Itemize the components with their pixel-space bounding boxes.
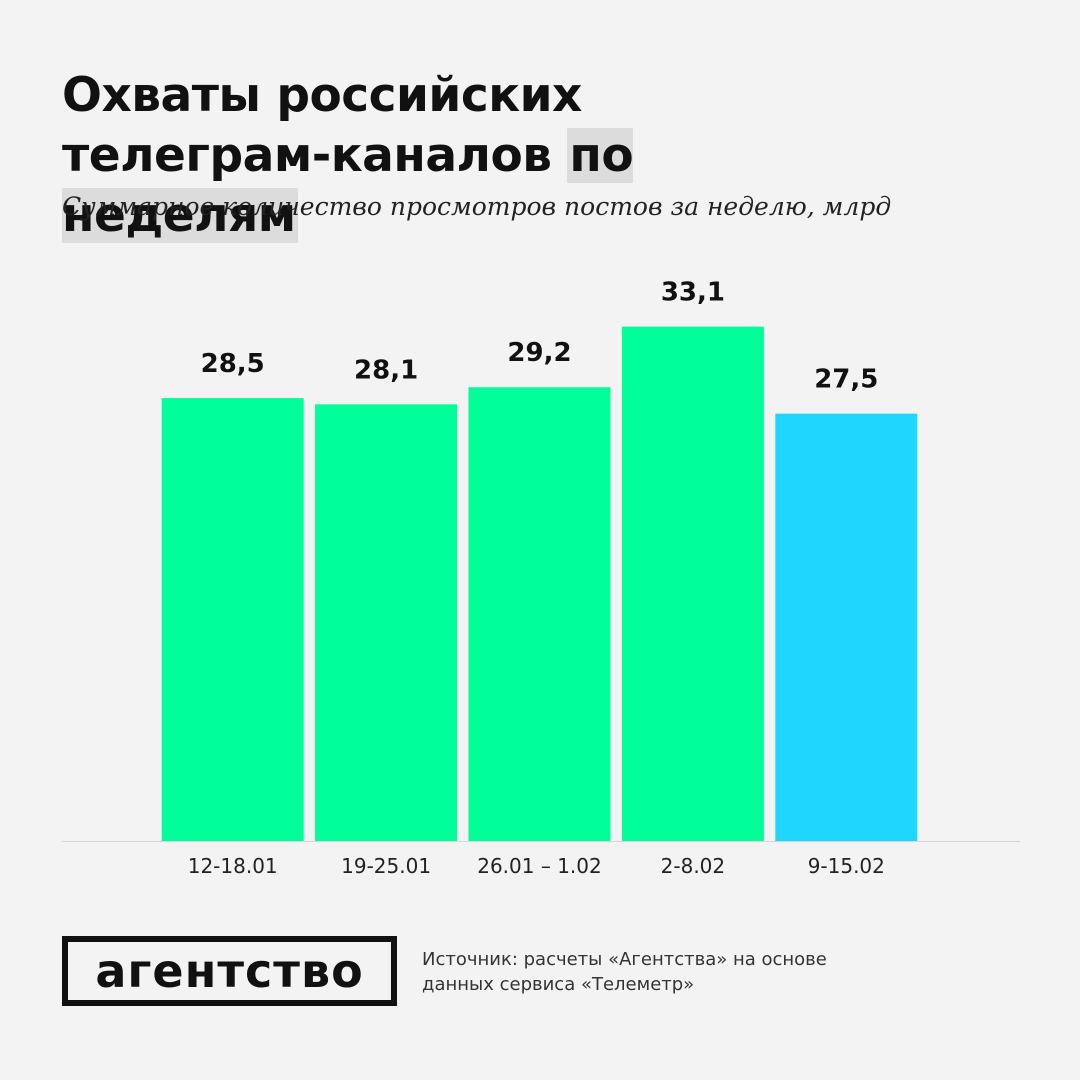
- value-label: 29,2: [507, 338, 571, 368]
- chart-title: Охваты российских телеграм-каналов: [62, 68, 582, 183]
- x-tick-label: 12-18.01: [188, 854, 278, 878]
- x-tick-label: 26.01 – 1.02: [477, 854, 602, 878]
- bar: [621, 326, 764, 842]
- logo: агентство: [62, 936, 397, 1006]
- chart-subtitle: Суммарное количество просмотров постов з…: [62, 192, 892, 221]
- x-tick-label: 9-15.02: [808, 854, 885, 878]
- bar: [775, 413, 918, 841]
- value-label: 28,1: [354, 355, 418, 385]
- bar: [161, 398, 304, 841]
- value-label: 28,5: [201, 349, 265, 379]
- chart-title-block: Охваты российских телеграм-каналов по не…: [62, 66, 852, 246]
- value-label: 27,5: [814, 365, 878, 395]
- source-note: Источник: расчеты «Агентства» на основе …: [422, 949, 827, 995]
- bar: [315, 404, 458, 841]
- value-label: 33,1: [661, 278, 725, 308]
- x-tick-label: 2-8.02: [661, 854, 725, 878]
- bar: [468, 387, 611, 841]
- x-tick-label: 19-25.01: [341, 854, 431, 878]
